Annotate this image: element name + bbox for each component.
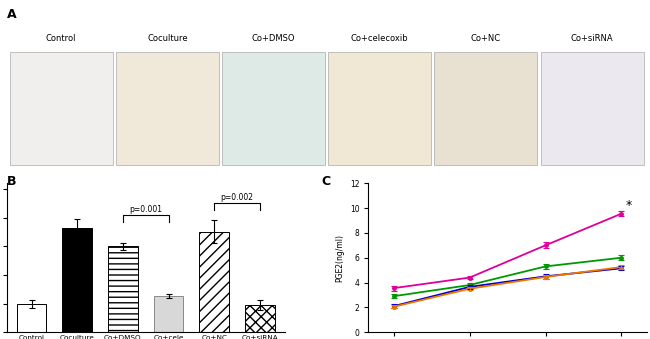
Bar [10, 52, 112, 165]
Text: Co+DMSO: Co+DMSO [252, 34, 295, 43]
Text: p=0.002: p=0.002 [220, 193, 254, 202]
Text: A: A [6, 8, 16, 21]
Bar [541, 52, 644, 165]
Bar [108, 246, 138, 332]
Bar [222, 52, 325, 165]
Text: Co+NC: Co+NC [471, 34, 501, 43]
Text: Co+siRNA: Co+siRNA [571, 34, 614, 43]
Text: B: B [6, 175, 16, 187]
Bar [153, 296, 183, 332]
Bar [200, 232, 229, 332]
Text: Control: Control [46, 34, 77, 43]
Text: *: * [625, 199, 632, 212]
Bar [62, 228, 92, 332]
Y-axis label: PGE2(ng/ml): PGE2(ng/ml) [335, 234, 344, 282]
Bar [17, 303, 46, 332]
Text: Coculture: Coculture [147, 34, 188, 43]
Bar [116, 52, 219, 165]
Bar [245, 305, 274, 332]
Text: p=0.001: p=0.001 [129, 205, 162, 214]
Text: C: C [322, 175, 331, 187]
Bar [434, 52, 538, 165]
Bar [328, 52, 431, 165]
Text: Co+celecoxib: Co+celecoxib [351, 34, 408, 43]
